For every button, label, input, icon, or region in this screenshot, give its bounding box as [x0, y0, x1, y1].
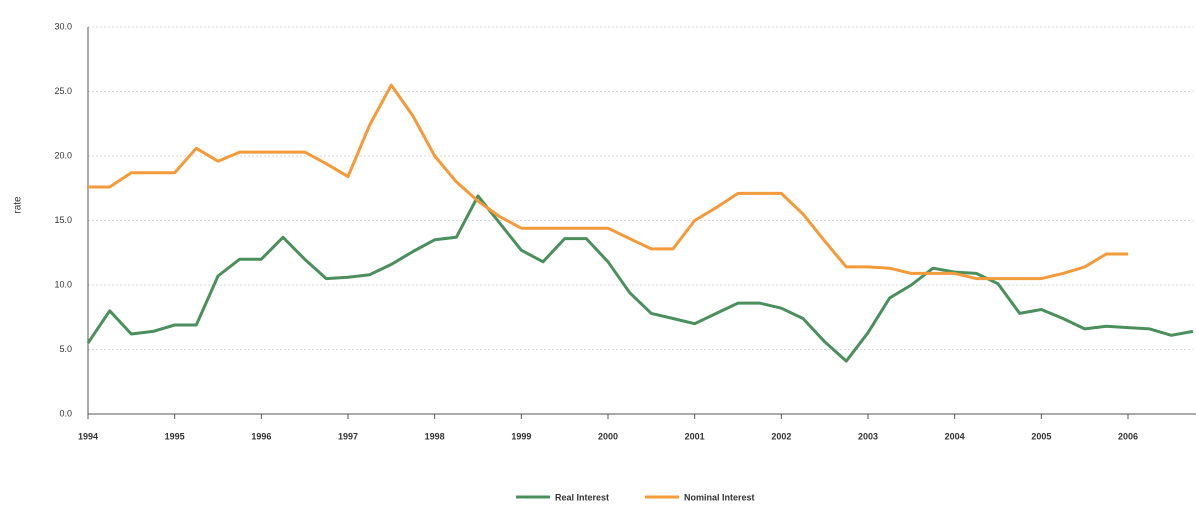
x-tick-label: 2002 — [771, 431, 791, 441]
x-tick-label: 2003 — [858, 431, 878, 441]
x-tick-label: 2005 — [1031, 431, 1051, 441]
series-line — [88, 83, 1128, 281]
series-line — [86, 194, 1194, 363]
x-tick-label: 2006 — [1118, 431, 1138, 441]
x-tick-label: 1996 — [251, 431, 271, 441]
x-tick-label: 1999 — [511, 431, 531, 441]
y-tick-label: 20.0 — [54, 150, 72, 160]
y-tick-label: 5.0 — [59, 344, 72, 354]
y-tick-label: 15.0 — [54, 215, 72, 225]
x-tick-label: 2004 — [945, 431, 965, 441]
y-tick-label: 10.0 — [54, 279, 72, 289]
x-tick-label: 1997 — [338, 431, 358, 441]
y-tick-label: 25.0 — [54, 86, 72, 96]
x-tick-label: 2000 — [598, 431, 618, 441]
x-tick-label: 1994 — [78, 431, 98, 441]
y-axis-label: rate — [13, 196, 24, 214]
x-tick-label: 2001 — [685, 431, 705, 441]
legend-label: Real Interest — [555, 492, 609, 502]
x-tick-label: 1998 — [425, 431, 445, 441]
x-tick-label: 1995 — [165, 431, 185, 441]
y-tick-label: 30.0 — [54, 21, 72, 31]
y-tick-label: 0.0 — [59, 408, 72, 418]
legend-label: Nominal Interest — [684, 492, 755, 502]
